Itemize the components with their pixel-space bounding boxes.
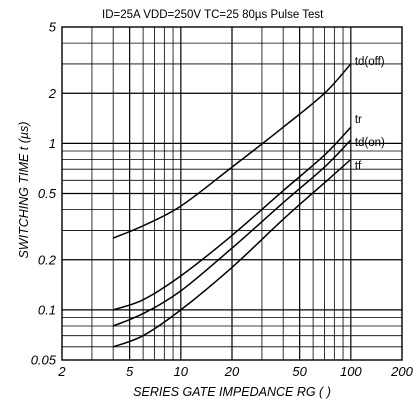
series-line-tf (112, 158, 352, 348)
plot-frame (61, 26, 403, 361)
y-tick-label: 0.05 (31, 353, 57, 368)
y-axis-label: SWITCHING TIME t (µs) (17, 121, 31, 258)
series-label-td-on: td(on) (355, 137, 385, 149)
series-label-tf: tf (355, 161, 362, 173)
y-tick-label: 0.1 (38, 302, 56, 317)
x-tick-label: 10 (174, 364, 189, 379)
y-tick-label: 0.2 (38, 252, 57, 267)
x-tick-label: 200 (390, 364, 413, 379)
series-line-td-on (112, 139, 352, 327)
series-label-td-off: td(off) (355, 56, 385, 68)
series-layer: td(off) tr td(on) tf (112, 56, 385, 348)
x-tick-label: 2 (57, 364, 66, 379)
y-tick-label: 2 (48, 86, 57, 101)
test-conditions: ID=25A VDD=250V TC=25 80µs Pulse Test (102, 9, 324, 21)
series-line-td-off (112, 63, 352, 239)
x-tick-label: 20 (224, 364, 240, 379)
x-tick-labels: 2 5 10 20 50 100 200 (57, 364, 413, 379)
y-tick-label: 5 (49, 20, 57, 35)
series-label-tr: tr (355, 114, 362, 126)
plot-grid (61, 26, 403, 361)
x-axis-label: SERIES GATE IMPEDANCE RG ( ) (133, 385, 331, 399)
series-line-tr (112, 126, 352, 311)
x-tick-label: 5 (126, 364, 134, 379)
x-tick-label: 50 (292, 364, 307, 379)
x-tick-label: 100 (340, 364, 362, 379)
y-tick-label: 1 (49, 136, 56, 151)
y-tick-label: 0.5 (38, 186, 57, 201)
y-tick-labels: 0.05 0.1 0.2 0.5 1 2 5 (31, 20, 57, 368)
